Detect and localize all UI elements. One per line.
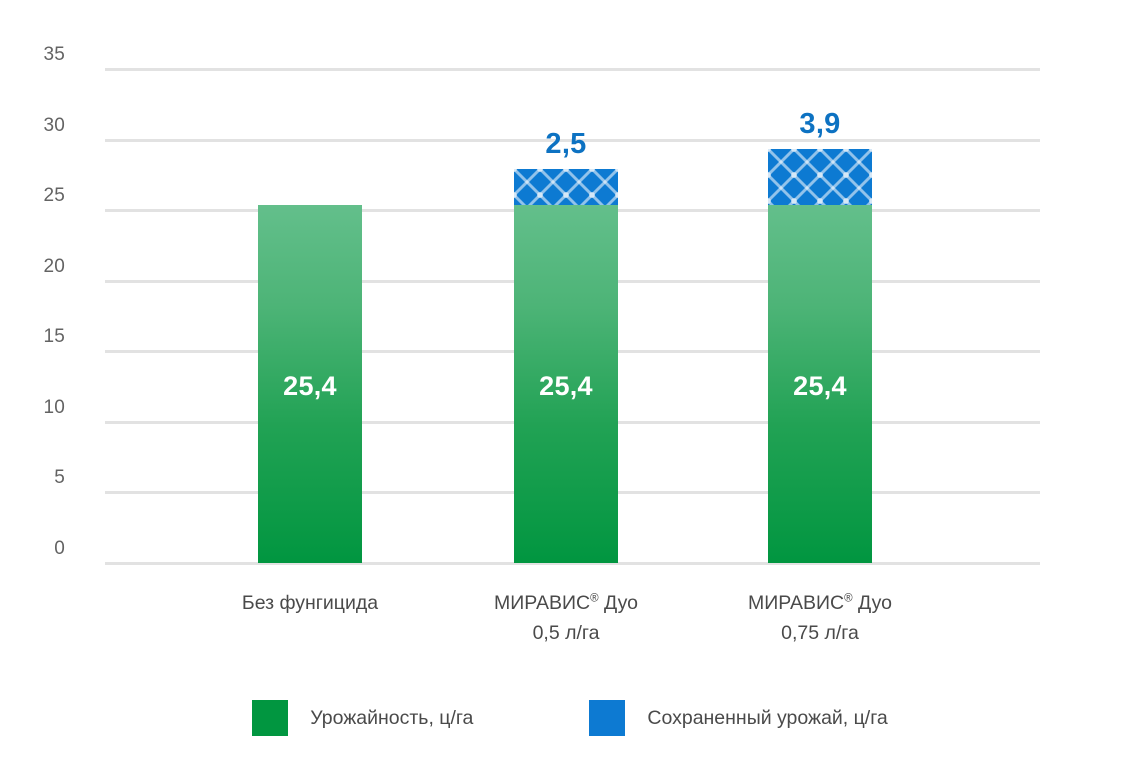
y-tick-label: 35 <box>43 44 65 65</box>
category-label-line1: Без фунгицида <box>241 592 379 614</box>
category-label: Без фунгицида <box>150 588 470 618</box>
legend-item-saved-yield[interactable]: Сохраненный урожай, ц/га <box>589 700 888 736</box>
registered-mark-icon: ® <box>590 592 599 605</box>
bar-segment-yield[interactable] <box>514 204 618 563</box>
green-swatch-icon <box>252 700 289 736</box>
y-tick-label: 5 <box>54 467 65 489</box>
legend-item-yield[interactable]: Урожайность, ц/га <box>252 700 473 736</box>
bar-value-label-saved-yield: 3,9 <box>799 108 841 141</box>
gridline <box>105 138 1040 142</box>
bar-value-label-yield: 25,4 <box>793 370 847 401</box>
bar-segment-yield[interactable] <box>258 204 362 563</box>
category-label-line1: МИРАВИС® Дуо <box>748 592 892 614</box>
y-tick-label: 30 <box>43 114 65 136</box>
gridline <box>105 68 1040 71</box>
category-label: МИРАВИС® Дуо 0,75 л/га <box>660 588 980 648</box>
bar-segment-saved-yield[interactable] <box>768 149 872 205</box>
chart-legend: Урожайность, ц/га Сохраненный урожай, ц/… <box>0 700 1140 736</box>
bar-group[interactable]: 25,4 <box>258 69 362 563</box>
bar-value-label-yield: 25,4 <box>283 370 337 401</box>
bar-segment-yield[interactable] <box>768 204 872 563</box>
legend-label-saved-yield: Сохраненный урожай, ц/га <box>647 706 888 729</box>
bar-segment-saved-yield[interactable] <box>514 169 618 205</box>
y-tick-label: 10 <box>43 396 65 418</box>
y-tick-label: 15 <box>43 326 65 348</box>
plot-area: 25,4 25,4 2,5 25,4 3,9 <box>105 68 1040 565</box>
blue-swatch-icon <box>589 700 626 736</box>
bar-value-label-yield: 25,4 <box>539 370 593 401</box>
legend-label-yield: Урожайность, ц/га <box>310 706 474 729</box>
category-label-line2: 0,75 л/га <box>781 622 859 644</box>
category-label: МИРАВИС® Дуо 0,5 л/га <box>406 588 726 648</box>
y-tick-label: 20 <box>43 255 65 277</box>
bar-value-label-saved-yield: 2,5 <box>545 128 587 161</box>
category-label-line2: 0,5 л/га <box>532 622 600 644</box>
y-tick-label: 0 <box>54 538 65 559</box>
gridline <box>105 562 1040 565</box>
y-tick-label: 25 <box>43 185 65 207</box>
category-label-line1: МИРАВИС® Дуо <box>494 592 638 614</box>
bar-group[interactable]: 25,4 2,5 <box>514 69 618 563</box>
registered-mark-icon: ® <box>844 592 853 605</box>
bar-group[interactable]: 25,4 3,9 <box>768 69 872 563</box>
y-axis: 35 30 25 20 15 10 5 0 <box>0 0 105 765</box>
